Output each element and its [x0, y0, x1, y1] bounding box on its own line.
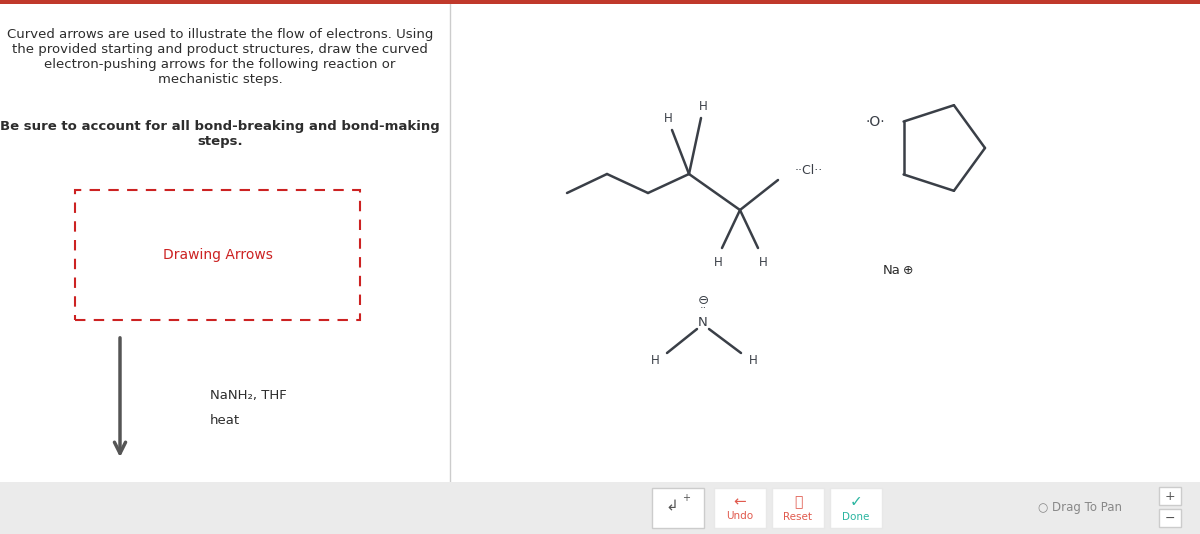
Text: +: + [1165, 490, 1175, 502]
Bar [0, 0, 1200, 4]
Text: ↲: ↲ [666, 499, 678, 514]
Text: ○ Drag To Pan: ○ Drag To Pan [1038, 501, 1122, 514]
Text: ··: ·· [700, 303, 707, 313]
Text: Drawing Arrows: Drawing Arrows [163, 248, 272, 262]
Bar [1159, 487, 1181, 505]
Text: ←: ← [733, 494, 746, 509]
Bar [714, 488, 766, 528]
Text: H: H [650, 355, 659, 367]
Bar [772, 488, 824, 528]
Text: ·O·: ·O· [866, 115, 886, 129]
Bar [652, 488, 704, 528]
Bar [0, 482, 1200, 534]
Text: Na: Na [883, 263, 901, 277]
Text: N: N [698, 317, 708, 329]
Text: Curved arrows are used to illustrate the flow of electrons. Using
the provided s: Curved arrows are used to illustrate the… [7, 28, 433, 86]
Text: heat: heat [210, 413, 240, 427]
Text: 🗑: 🗑 [794, 495, 802, 509]
Text: Done: Done [842, 512, 870, 522]
Text: ⊕: ⊕ [904, 263, 913, 277]
Bar [830, 488, 882, 528]
Text: Be sure to account for all bond-breaking and bond-making
steps.: Be sure to account for all bond-breaking… [0, 120, 440, 148]
Text: −: − [1165, 512, 1175, 524]
Text: H: H [664, 112, 672, 124]
Text: H: H [714, 255, 722, 269]
Text: ∨: ∨ [251, 493, 265, 513]
Text: NaNH₂, THF: NaNH₂, THF [210, 389, 287, 402]
Bar [1159, 509, 1181, 527]
Text: ⊖: ⊖ [697, 294, 708, 308]
Text: H: H [698, 100, 707, 114]
Text: +: + [682, 493, 690, 503]
Bar [74, 190, 360, 320]
Text: H: H [749, 355, 757, 367]
Text: ··Cl··: ··Cl·· [796, 163, 823, 177]
Text: Undo: Undo [726, 511, 754, 521]
Text: Reset: Reset [784, 512, 812, 522]
Text: H: H [758, 255, 767, 269]
Text: ✓: ✓ [850, 494, 863, 509]
